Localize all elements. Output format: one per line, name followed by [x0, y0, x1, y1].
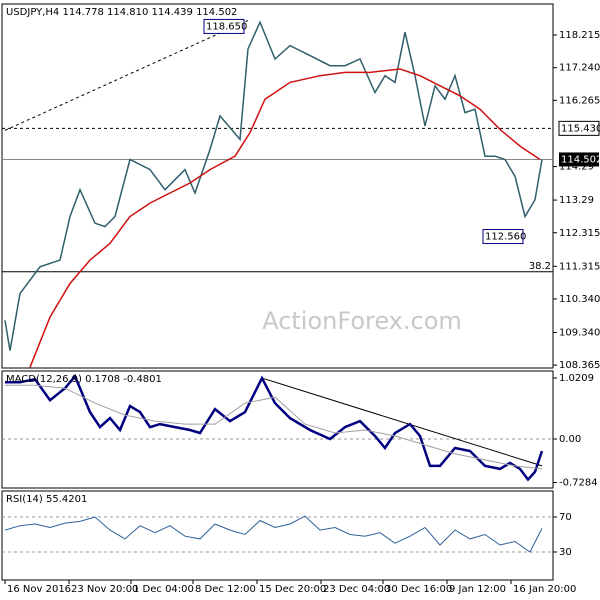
- y-tick-label: 116.265: [559, 95, 600, 106]
- watermark: ActionForex.com: [262, 307, 462, 335]
- annotation-label: 112.560: [485, 232, 526, 243]
- series-line: [29, 68, 541, 368]
- y-tick-label: 108.365: [559, 360, 600, 371]
- panel-title: RSI(14) 55.4201: [6, 494, 87, 505]
- y-tick-label: 0.00: [559, 434, 581, 445]
- series-line: [5, 373, 544, 482]
- y-tick-label: 109.340: [559, 327, 600, 338]
- x-tick-label: 16 Jan 20:00: [513, 584, 576, 595]
- annotation-label: 118.650: [206, 21, 247, 32]
- y-tick-label: -0.7284: [559, 478, 598, 489]
- level-label: 115.430: [561, 123, 600, 134]
- annotation-box: [203, 18, 245, 34]
- panel-frame: [1, 370, 554, 489]
- x-tick-label: 8 Dec 12:00: [195, 584, 256, 595]
- panel-frame: [1, 3, 554, 369]
- y-tick-label: 110.340: [559, 294, 600, 305]
- y-tick-label: 118.215: [559, 30, 600, 41]
- x-tick-label: 1 Dec 04:00: [133, 584, 194, 595]
- series-line: [5, 384, 543, 470]
- x-tick-label: 16 Nov 2016: [7, 584, 71, 595]
- x-tick-label: 23 Nov 20:00: [71, 584, 138, 595]
- x-tick-label: 23 Dec 04:00: [323, 584, 390, 595]
- y-tick-label: 113.29: [559, 195, 594, 206]
- series-line: [4, 20, 543, 351]
- y-tick-label: 117.240: [559, 63, 600, 74]
- fib-label: 38.2: [529, 261, 551, 272]
- y-tick-label: 1.0209: [559, 373, 594, 384]
- panel-frame: [1, 490, 554, 581]
- y-tick-label: 70: [559, 512, 572, 523]
- level-box: [558, 120, 600, 136]
- y-tick-label: 111.315: [559, 261, 600, 272]
- y-tick-label: 114.29: [559, 162, 594, 173]
- x-tick-label: 15 Dec 20:00: [259, 584, 326, 595]
- annotation: 118.650: [203, 18, 247, 34]
- y-tick-label: 30: [559, 547, 572, 558]
- panel-title: USDJPY,H4 114.778 114.810 114.439 114.50…: [6, 7, 237, 18]
- panel-title: MACD(12,26,9) 0.1708 -0.4801: [6, 374, 162, 385]
- trendline: [4, 19, 249, 131]
- annotation: 112.560: [482, 229, 526, 245]
- y-tick-label: 112.315: [559, 228, 600, 239]
- last-price-label: 114.502: [561, 154, 600, 165]
- trendline: [261, 377, 543, 467]
- annotation-box: [482, 229, 524, 245]
- x-tick-label: 30 Dec 16:00: [385, 584, 452, 595]
- x-tick-label: 9 Jan 12:00: [449, 584, 506, 595]
- last-price-box: [559, 152, 599, 167]
- series-line: [4, 515, 543, 553]
